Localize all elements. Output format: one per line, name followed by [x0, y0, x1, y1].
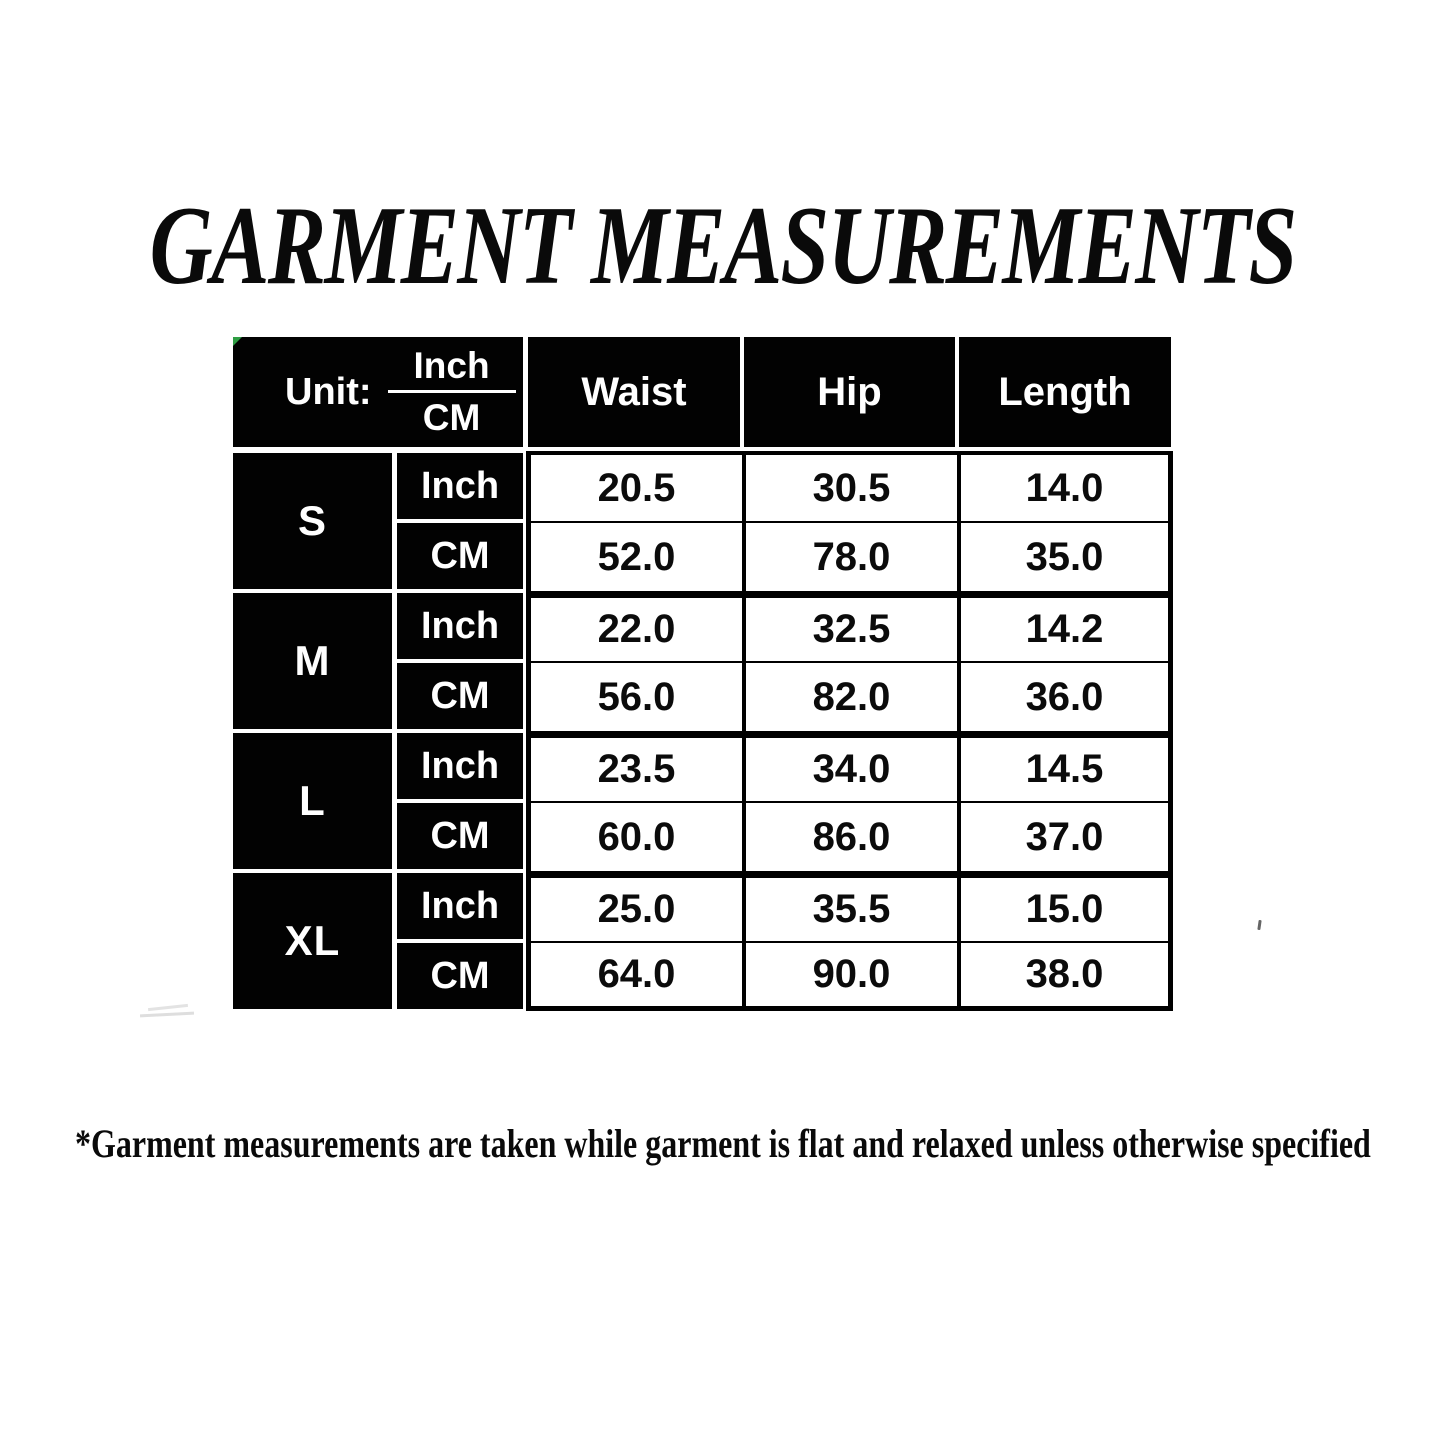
header-unit-cell: Unit: Inch CM	[233, 337, 523, 447]
row-unit-label-cm: CM	[397, 803, 523, 869]
column-header-length: Length	[959, 337, 1171, 447]
row-unit-label-inch: Inch	[397, 453, 523, 519]
cell-l-cm-waist: 60.0	[526, 801, 742, 871]
footnote-container: *Garment measurements are taken while ga…	[0, 1120, 1445, 1168]
row-unit-label-cm: CM	[397, 663, 523, 729]
cell-xl-inch-hip: 35.5	[742, 871, 957, 941]
artifact-mark	[1257, 919, 1262, 931]
cell-l-cm-hip: 86.0	[742, 801, 957, 871]
unit-option-inch: Inch	[387, 343, 516, 393]
cell-s-cm-hip: 78.0	[742, 521, 957, 591]
size-chart-table: Unit: Inch CM Waist Hip Length S Inch 20…	[233, 337, 1173, 1011]
cell-s-inch-hip: 30.5	[742, 451, 957, 521]
cell-l-inch-length: 14.5	[957, 731, 1173, 801]
artifact-smudge	[147, 1003, 189, 1012]
row-unit-label-inch: Inch	[397, 733, 523, 799]
row-unit-label-cm: CM	[397, 523, 523, 589]
column-header-hip: Hip	[744, 337, 955, 447]
cell-m-inch-hip: 32.5	[742, 591, 957, 661]
size-label-s: S	[233, 453, 392, 589]
title-container: GARMENT MEASUREMENTS	[0, 190, 1445, 302]
cell-corner-marker-icon	[233, 337, 242, 346]
cell-l-inch-hip: 34.0	[742, 731, 957, 801]
artifact-smudge	[139, 1011, 195, 1018]
cell-s-inch-length: 14.0	[957, 451, 1173, 521]
cell-s-inch-waist: 20.5	[526, 451, 742, 521]
cell-xl-cm-length: 38.0	[957, 941, 1173, 1011]
cell-m-cm-hip: 82.0	[742, 661, 957, 731]
column-header-waist: Waist	[528, 337, 740, 447]
cell-xl-inch-waist: 25.0	[526, 871, 742, 941]
cell-m-cm-length: 36.0	[957, 661, 1173, 731]
unit-option-cm: CM	[422, 397, 481, 438]
page-title: GARMENT MEASUREMENTS	[149, 184, 1297, 308]
cell-m-inch-waist: 22.0	[526, 591, 742, 661]
size-label-xl: XL	[233, 873, 392, 1009]
cell-s-cm-waist: 52.0	[526, 521, 742, 591]
cell-s-cm-length: 35.0	[957, 521, 1173, 591]
size-label-l: L	[233, 733, 392, 869]
cell-xl-inch-length: 15.0	[957, 871, 1173, 941]
unit-fraction: Inch CM	[387, 343, 516, 441]
footnote-text: *Garment measurements are taken while ga…	[74, 1121, 1371, 1166]
cell-m-cm-waist: 56.0	[526, 661, 742, 731]
unit-label: Unit:	[285, 370, 372, 413]
row-unit-label-inch: Inch	[397, 873, 523, 939]
row-unit-label-inch: Inch	[397, 593, 523, 659]
row-unit-label-cm: CM	[397, 943, 523, 1009]
cell-m-inch-length: 14.2	[957, 591, 1173, 661]
cell-xl-cm-waist: 64.0	[526, 941, 742, 1011]
cell-l-inch-waist: 23.5	[526, 731, 742, 801]
cell-xl-cm-hip: 90.0	[742, 941, 957, 1011]
size-label-m: M	[233, 593, 392, 729]
cell-l-cm-length: 37.0	[957, 801, 1173, 871]
